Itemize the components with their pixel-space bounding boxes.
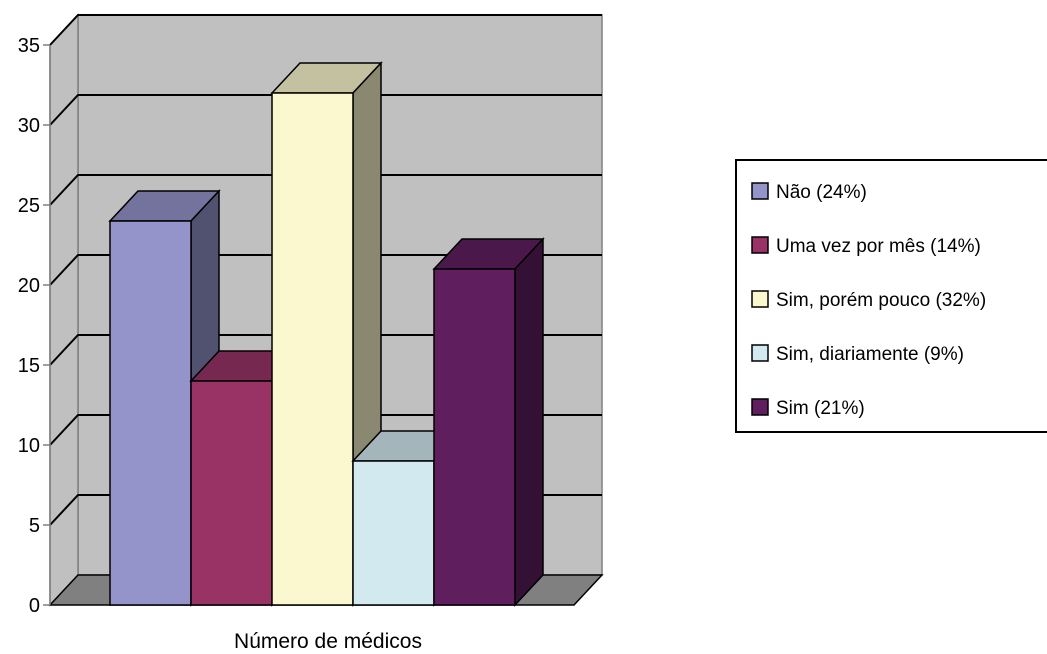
- bar-side: [514, 237, 544, 607]
- bar: [432, 237, 545, 607]
- bar-front: [190, 380, 273, 606]
- gridline: [49, 254, 602, 286]
- y-tick-label: 20: [18, 275, 40, 297]
- y-tick-label: 30: [18, 115, 40, 137]
- legend-swatch: [751, 290, 769, 308]
- side-wall: [49, 13, 79, 607]
- legend-item: Uma vez por mês (14%): [751, 236, 981, 257]
- y-tick-labels: 0 5 10 15 20 25 30 35: [18, 35, 40, 617]
- y-tick-label: 5: [29, 515, 40, 537]
- legend-item: Sim, porém pouco (32%): [751, 290, 986, 311]
- bar-front: [433, 268, 516, 606]
- legend-label: Sim (21%): [776, 398, 865, 419]
- y-tick-label: 15: [18, 355, 40, 377]
- bar-front: [271, 92, 354, 606]
- legend-item: Sim (21%): [751, 398, 865, 419]
- gridline: [49, 334, 602, 366]
- bar-front: [352, 460, 435, 606]
- legend-label: Sim, diariamente (9%): [776, 344, 964, 365]
- y-tick-label: 0: [29, 595, 40, 617]
- legend-box: [735, 159, 1047, 433]
- gridline: [49, 94, 602, 126]
- bar-front: [109, 220, 192, 606]
- legend-swatch: [751, 398, 769, 416]
- y-tick-label: 25: [18, 195, 40, 217]
- legend-item: Não (24%): [751, 182, 867, 203]
- x-axis-title: Número de médicos: [234, 630, 422, 653]
- bars: [108, 61, 545, 607]
- legend-item: Sim, diariamente (9%): [751, 344, 964, 365]
- legend-swatch: [751, 344, 769, 362]
- legend-swatch: [751, 236, 769, 254]
- gridline: [49, 174, 602, 206]
- y-tick-label: 10: [18, 435, 40, 457]
- legend-label: Sim, porém pouco (32%): [776, 290, 986, 311]
- y-tick-label: 35: [18, 35, 40, 57]
- legend-label: Uma vez por mês (14%): [776, 236, 981, 257]
- legend: Não (24%) Uma vez por mês (14%) Sim, porém…: [735, 159, 1047, 433]
- bar: [108, 189, 221, 607]
- legend-swatch: [751, 182, 769, 200]
- legend-label: Não (24%): [776, 182, 867, 203]
- gridline: [49, 414, 602, 446]
- bar: [270, 61, 383, 607]
- gridline: [49, 14, 602, 46]
- y-axis: [43, 44, 51, 606]
